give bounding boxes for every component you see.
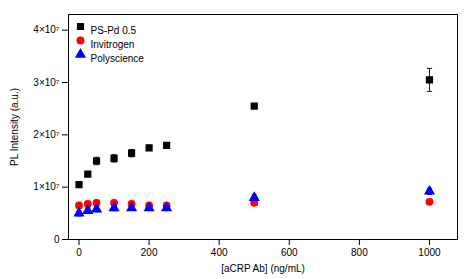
- svg-text:1×10⁷: 1×10⁷: [33, 181, 60, 192]
- svg-text:1000: 1000: [418, 247, 441, 258]
- svg-text:0: 0: [54, 234, 60, 245]
- svg-text:Polyscience: Polyscience: [91, 53, 145, 64]
- svg-text:400: 400: [211, 247, 228, 258]
- svg-text:800: 800: [351, 247, 368, 258]
- svg-text:3×10⁷: 3×10⁷: [33, 77, 60, 88]
- svg-text:PL Intensity (a.u.): PL Intensity (a.u.): [9, 88, 20, 166]
- svg-text:4×10⁷: 4×10⁷: [33, 24, 60, 35]
- svg-text:200: 200: [141, 247, 158, 258]
- svg-text:0: 0: [76, 247, 82, 258]
- svg-text:Invitrogen: Invitrogen: [91, 39, 135, 50]
- svg-text:PS-Pd 0.5: PS-Pd 0.5: [91, 25, 137, 36]
- svg-text:[aCRP Ab] (ng/mL): [aCRP Ab] (ng/mL): [221, 263, 305, 274]
- svg-text:2×10⁷: 2×10⁷: [33, 129, 60, 140]
- svg-text:600: 600: [281, 247, 298, 258]
